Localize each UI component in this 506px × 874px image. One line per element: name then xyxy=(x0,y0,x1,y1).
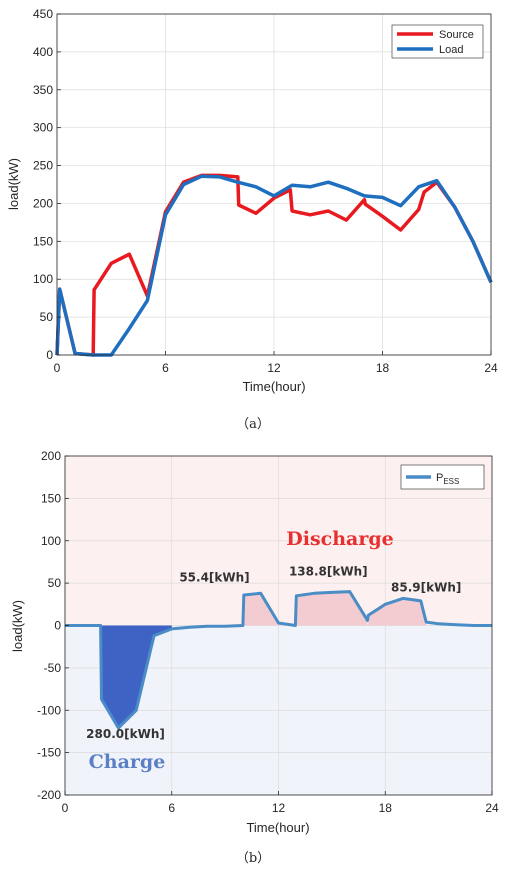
chart-a-legend-label-source: Source xyxy=(439,29,474,41)
chart-b-xtick-label: 0 xyxy=(62,801,69,815)
chart-a-series-line-source xyxy=(55,173,493,357)
chart-b: 0 6 12 18 24 -200 -150 -100 -50 0 50 100 150 200 Disc… xyxy=(10,449,499,866)
chart-b-legend: PESS xyxy=(400,464,485,490)
chart-b-energy-annotation: 280.0[kWh] xyxy=(86,727,165,741)
chart-b-ylabel: load(kW) xyxy=(10,600,25,652)
chart-b-ytick-label: -150 xyxy=(37,746,61,760)
chart-b-ytick-label: 200 xyxy=(41,449,61,463)
chart-b-series xyxy=(65,590,492,730)
chart-a: 0 6 12 18 24 0 50 100 150 200 250 300 350 400 450 Time… xyxy=(6,7,498,432)
chart-b-discharge-label: Discharge xyxy=(286,528,393,550)
chart-a-ytick-label: 300 xyxy=(33,121,53,135)
chart-b-xtick-label: 12 xyxy=(272,801,286,815)
chart-b-series-line-pess xyxy=(65,590,492,730)
chart-b-ytick-label: 50 xyxy=(48,576,62,590)
chart-b-energy-annotation: 55.4[kWh] xyxy=(179,570,249,584)
chart-b-ytick-label: 0 xyxy=(54,619,61,633)
chart-b-ticks: 0 6 12 18 24 -200 -150 -100 -50 0 50 100 150 200 xyxy=(37,449,499,815)
chart-a-legend-box xyxy=(391,24,484,59)
chart-b-legend-label-main: P xyxy=(436,472,443,484)
chart-b-ytick-label: -100 xyxy=(37,703,61,717)
chart-a-ytick-label: 100 xyxy=(33,272,53,286)
chart-b-xtick-label: 24 xyxy=(485,801,499,815)
chart-b-legend-label-sub: ESS xyxy=(443,477,459,486)
chart-b-charge-label: Charge xyxy=(89,751,166,773)
chart-b-legend-label-pess: PESS xyxy=(436,472,459,486)
chart-a-ylabel: load(kW) xyxy=(6,158,21,210)
chart-a-series xyxy=(55,173,493,357)
chart-a-ytick-label: 450 xyxy=(33,7,53,21)
chart-a-xlabel: Time(hour) xyxy=(242,379,305,394)
chart-a-series-line-load xyxy=(55,174,493,357)
chart-a-ytick-label: 400 xyxy=(33,45,53,59)
chart-b-caption: （b） xyxy=(236,851,270,866)
chart-a-ytick-label: 250 xyxy=(33,159,53,173)
chart-b-ytick-label: -200 xyxy=(37,788,61,802)
chart-b-energy-annotation: 85.9[kWh] xyxy=(391,581,461,595)
chart-b-discharge-area xyxy=(368,598,427,626)
chart-b-xtick-label: 18 xyxy=(379,801,393,815)
chart-a-ytick-label: 350 xyxy=(33,83,53,97)
chart-b-xlabel: Time(hour) xyxy=(246,820,309,835)
chart-a-legend: Source Load xyxy=(391,24,484,59)
chart-b-discharge-area xyxy=(296,591,368,626)
chart-b-ytick-label: 150 xyxy=(41,491,61,505)
chart-a-ytick-label: 50 xyxy=(40,310,54,324)
chart-a-ytick-label: 150 xyxy=(33,234,53,248)
chart-b-ytick-label: -50 xyxy=(44,661,62,675)
chart-a-xtick-label: 12 xyxy=(267,361,281,375)
chart-b-charge-area xyxy=(100,625,172,728)
chart-b-ytick-label: 100 xyxy=(41,534,61,548)
chart-a-xtick-label: 24 xyxy=(484,361,498,375)
chart-a-ytick-label: 200 xyxy=(33,196,53,210)
chart-a-ticks: 0 6 12 18 24 0 50 100 150 200 250 300 350 400 450 xyxy=(33,7,498,375)
chart-a-legend-label-load: Load xyxy=(439,44,463,56)
chart-a-xtick-label: 6 xyxy=(162,361,169,375)
chart-a-caption: （a） xyxy=(236,417,270,432)
chart-a-ytick-label: 0 xyxy=(46,348,53,362)
chart-b-energy-annotation: 138.8[kWh] xyxy=(289,565,368,579)
chart-b-energy-annotations: 280.0[kWh] 55.4[kWh] 138.8[kWh] 85.9[kWh] xyxy=(86,565,461,742)
chart-a-xtick-label: 0 xyxy=(54,361,61,375)
chart-b-xtick-label: 6 xyxy=(168,801,175,815)
chart-a-xtick-label: 18 xyxy=(376,361,390,375)
